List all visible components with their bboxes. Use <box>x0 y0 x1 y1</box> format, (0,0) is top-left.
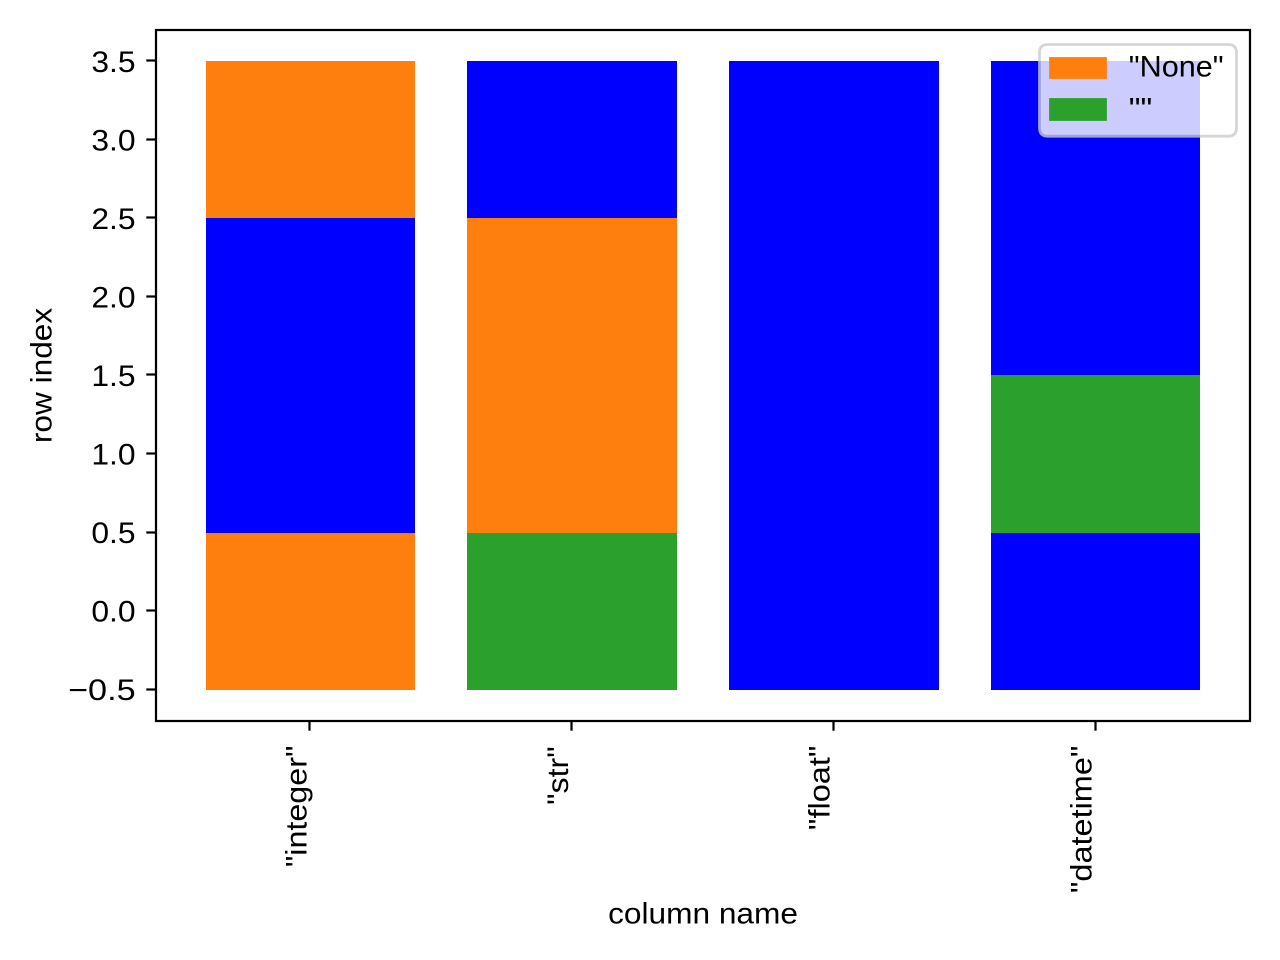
svg-text:"integer": "integer" <box>280 746 313 868</box>
svg-text:3.5: 3.5 <box>91 46 135 79</box>
svg-text:−0.5: −0.5 <box>68 674 136 707</box>
svg-text:0.5: 0.5 <box>91 517 135 550</box>
svg-text:column name: column name <box>608 897 798 930</box>
svg-text:row index: row index <box>25 308 58 443</box>
svg-text:"None": "None" <box>1129 50 1224 83</box>
svg-text:"float": "float" <box>804 746 837 831</box>
svg-text:1.5: 1.5 <box>91 360 135 393</box>
svg-text:"datetime": "datetime" <box>1065 746 1098 894</box>
svg-text:1.0: 1.0 <box>91 438 135 471</box>
svg-text:"str": "str" <box>542 746 575 805</box>
svg-text:0.0: 0.0 <box>91 595 135 628</box>
svg-text:"": "" <box>1129 92 1153 125</box>
svg-text:3.0: 3.0 <box>91 124 135 157</box>
svg-text:2.0: 2.0 <box>91 281 135 314</box>
svg-text:2.5: 2.5 <box>91 203 135 236</box>
